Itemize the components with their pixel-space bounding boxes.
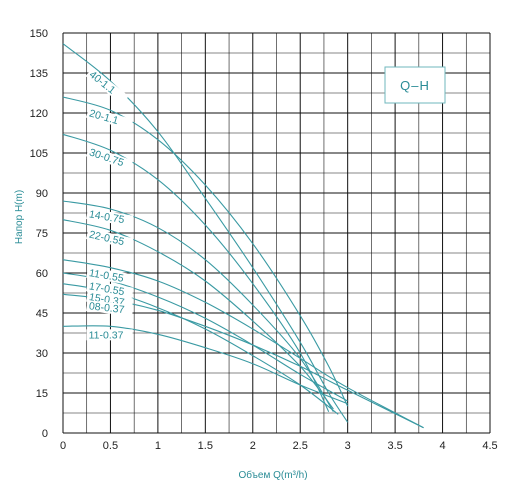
x-tick-label: 2: [250, 440, 256, 452]
series-label-background: [86, 228, 134, 250]
x-tick-label: 2.5: [293, 440, 308, 452]
y-tick-label: 60: [36, 268, 48, 280]
series-label-22-0.55: 22-0.55: [88, 229, 126, 249]
series-label-30-0.75: 30-0.75: [88, 146, 126, 169]
x-tick-label: 3: [345, 440, 351, 452]
x-tick-label: 1.5: [198, 440, 213, 452]
series-label-20-1.1: 20-1.1: [88, 108, 120, 128]
x-tick-label: 4.5: [482, 440, 497, 452]
y-tick-label: 90: [36, 188, 48, 200]
series-label-background: [86, 280, 134, 299]
series-label-background: [86, 208, 134, 227]
x-tick-label: 1: [155, 440, 161, 452]
y-tick-label: 105: [30, 148, 48, 160]
y-tick-label: 30: [36, 348, 48, 360]
series-label-background: [86, 300, 134, 317]
series-label-11-0.37: 11-0.37: [89, 329, 124, 341]
x-tick-label: 0: [60, 440, 66, 452]
x-tick-label: 3.5: [387, 440, 402, 452]
y-tick-label: 75: [36, 228, 48, 240]
legend-box: Q–H: [384, 66, 446, 104]
series-label-background: [86, 266, 134, 286]
x-tick-label: 0.5: [103, 440, 118, 452]
series-label-08-0.37: 08-0.37: [88, 300, 125, 316]
series-curve-20-1.1: [62, 96, 349, 407]
curve-labels: 40-1.120-1.130-0.7514-0.7522-0.5511-0.55…: [85, 67, 134, 341]
y-tick-label: 45: [36, 308, 48, 320]
x-tick-label: 4: [439, 440, 445, 452]
series-label-background: [86, 145, 134, 171]
y-tick-label: 15: [36, 388, 48, 400]
series-label-11-0.55: 11-0.55: [88, 267, 125, 285]
series-curve-11-0.37: [62, 325, 348, 405]
series-label-background: [85, 67, 129, 105]
y-tick-label: 135: [30, 68, 48, 80]
series-label-14-0.75: 14-0.75: [88, 208, 125, 226]
series-curve-11-0.55: [62, 259, 424, 429]
tick-labels: 0 0.5 1 1.5 2 2.5 3 3.5 4 4.5 0 15 30 45 60 75 90 105 120 1…: [30, 28, 498, 452]
series-label-background: [86, 329, 133, 341]
x-axis-title: Объем Q(m³/h): [238, 469, 307, 481]
y-tick-label: 0: [42, 428, 48, 440]
series-curve-30-0.75: [62, 133, 330, 412]
legend-label: Q–H: [400, 78, 430, 93]
y-tick-label: 120: [30, 108, 48, 120]
series-label-background: [86, 106, 134, 131]
y-axis-title: Напор H(m): [14, 190, 25, 244]
y-tick-label: 150: [30, 28, 48, 40]
